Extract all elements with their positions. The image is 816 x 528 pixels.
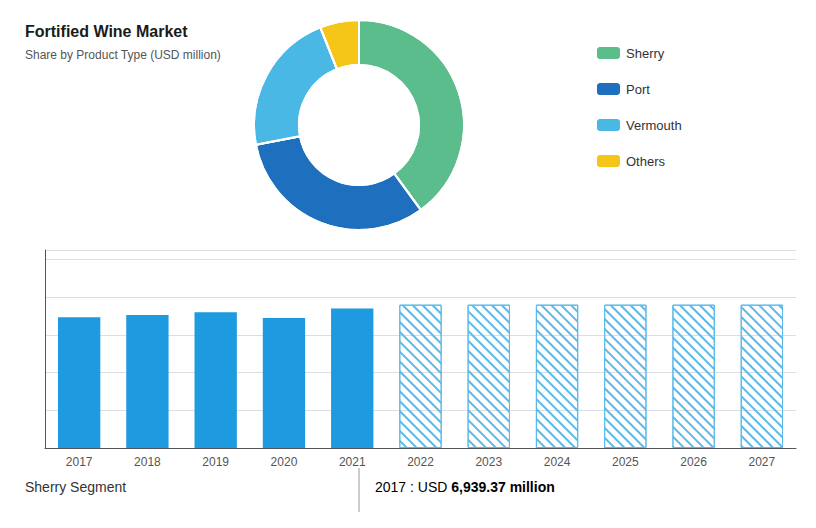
svg-text:Port: Port <box>626 82 650 97</box>
svg-text:Sherry Segment: Sherry Segment <box>25 479 126 495</box>
svg-text:2020: 2020 <box>271 455 298 469</box>
svg-text:2021: 2021 <box>339 455 366 469</box>
svg-text:Fortified Wine Market: Fortified Wine Market <box>25 23 188 40</box>
svg-text:2017: 2017 <box>66 455 93 469</box>
svg-text:2019: 2019 <box>202 455 229 469</box>
svg-text:2026: 2026 <box>680 455 707 469</box>
svg-text:6,939.37 million: 6,939.37 million <box>451 479 555 495</box>
svg-text:Share by Product Type (USD mil: Share by Product Type (USD million) <box>25 48 221 62</box>
svg-text:2023: 2023 <box>475 455 502 469</box>
svg-text:2018: 2018 <box>134 455 161 469</box>
svg-text:2025: 2025 <box>612 455 639 469</box>
svg-text:2017 : USD: 2017 : USD <box>375 479 451 495</box>
svg-text:Others: Others <box>626 154 666 169</box>
svg-text:2027: 2027 <box>749 455 776 469</box>
svg-text:Vermouth: Vermouth <box>626 118 682 133</box>
svg-text:Sherry: Sherry <box>626 46 665 61</box>
svg-text:2022: 2022 <box>407 455 434 469</box>
svg-text:2024: 2024 <box>544 455 571 469</box>
